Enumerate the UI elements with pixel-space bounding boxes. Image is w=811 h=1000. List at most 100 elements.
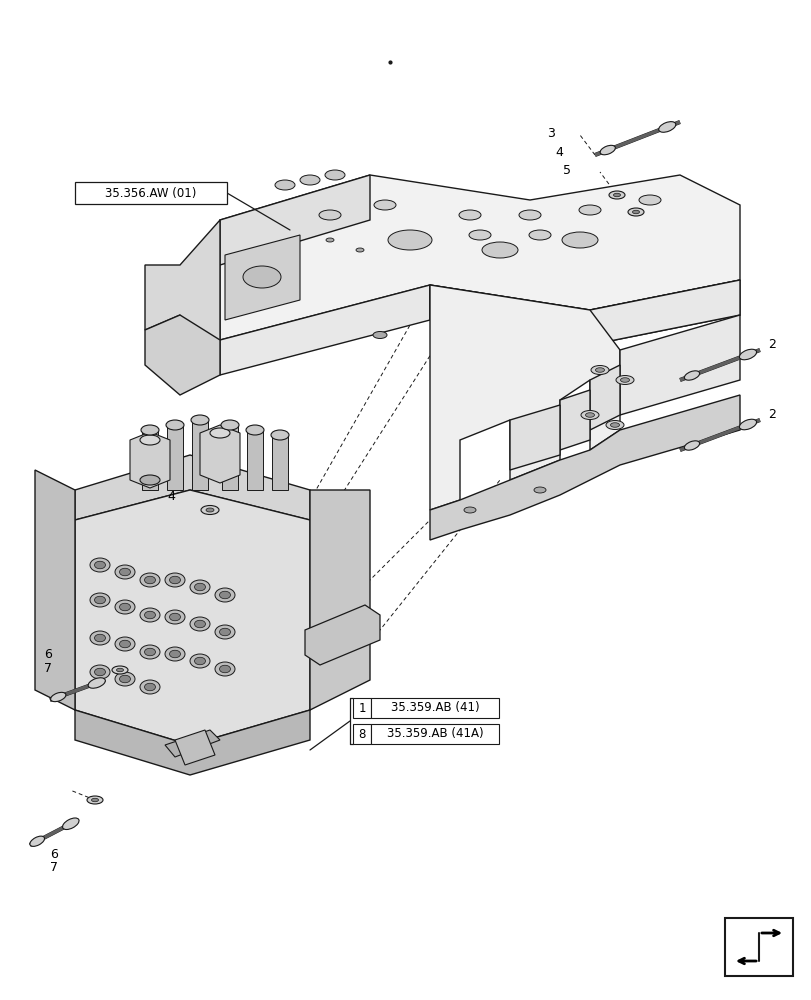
Ellipse shape	[88, 678, 105, 688]
Ellipse shape	[119, 603, 131, 611]
Polygon shape	[272, 435, 288, 490]
Ellipse shape	[469, 230, 491, 240]
Ellipse shape	[518, 210, 540, 220]
Ellipse shape	[62, 818, 79, 830]
Ellipse shape	[165, 647, 185, 661]
Polygon shape	[430, 285, 620, 510]
Ellipse shape	[190, 580, 210, 594]
Ellipse shape	[620, 378, 629, 382]
Polygon shape	[590, 365, 620, 430]
Ellipse shape	[610, 423, 619, 427]
Ellipse shape	[463, 507, 475, 513]
Ellipse shape	[142, 426, 158, 434]
Text: 4: 4	[167, 490, 175, 504]
Ellipse shape	[534, 487, 545, 493]
Text: 1: 1	[358, 702, 365, 714]
Polygon shape	[130, 432, 169, 488]
Ellipse shape	[325, 238, 333, 242]
Polygon shape	[247, 430, 263, 490]
Polygon shape	[165, 730, 220, 757]
Ellipse shape	[112, 666, 128, 674]
Ellipse shape	[247, 426, 263, 434]
Text: 3: 3	[547, 127, 554, 140]
Polygon shape	[430, 395, 739, 540]
Polygon shape	[191, 420, 208, 490]
Text: 5: 5	[562, 164, 570, 177]
Ellipse shape	[215, 662, 234, 676]
Ellipse shape	[94, 634, 105, 642]
Ellipse shape	[195, 657, 205, 665]
Ellipse shape	[165, 610, 185, 624]
Polygon shape	[220, 175, 370, 265]
FancyBboxPatch shape	[75, 182, 227, 204]
Ellipse shape	[206, 508, 214, 512]
Ellipse shape	[115, 565, 135, 579]
Ellipse shape	[242, 266, 281, 288]
Ellipse shape	[115, 637, 135, 651]
Ellipse shape	[92, 798, 98, 802]
Ellipse shape	[482, 242, 517, 258]
Ellipse shape	[632, 210, 639, 214]
Ellipse shape	[169, 613, 180, 621]
Polygon shape	[221, 425, 238, 490]
Ellipse shape	[195, 620, 205, 628]
Ellipse shape	[608, 191, 624, 199]
FancyBboxPatch shape	[371, 698, 499, 718]
Text: 6: 6	[50, 848, 58, 861]
Polygon shape	[305, 605, 380, 665]
Ellipse shape	[191, 415, 208, 425]
Ellipse shape	[139, 475, 160, 485]
Ellipse shape	[139, 573, 160, 587]
Text: 35.359.AB (41): 35.359.AB (41)	[390, 702, 478, 714]
Ellipse shape	[299, 175, 320, 185]
Polygon shape	[142, 430, 158, 490]
Ellipse shape	[119, 640, 131, 648]
Polygon shape	[220, 285, 430, 375]
Ellipse shape	[275, 180, 294, 190]
Text: 8: 8	[358, 728, 365, 740]
Ellipse shape	[115, 672, 135, 686]
Ellipse shape	[144, 683, 156, 691]
Ellipse shape	[94, 596, 105, 604]
Polygon shape	[175, 730, 215, 765]
Ellipse shape	[195, 583, 205, 591]
Ellipse shape	[141, 425, 159, 435]
Text: 2: 2	[767, 338, 775, 352]
Ellipse shape	[215, 625, 234, 639]
Ellipse shape	[219, 628, 230, 636]
Ellipse shape	[739, 349, 756, 360]
Polygon shape	[75, 710, 310, 775]
Ellipse shape	[94, 668, 105, 676]
Ellipse shape	[191, 416, 208, 424]
Ellipse shape	[201, 506, 219, 514]
Ellipse shape	[616, 375, 633, 384]
Ellipse shape	[599, 145, 615, 155]
Ellipse shape	[139, 645, 160, 659]
FancyBboxPatch shape	[724, 918, 792, 976]
Ellipse shape	[528, 230, 551, 240]
Ellipse shape	[578, 205, 600, 215]
Polygon shape	[220, 175, 739, 340]
Ellipse shape	[458, 210, 480, 220]
Ellipse shape	[246, 425, 264, 435]
Ellipse shape	[319, 210, 341, 220]
Ellipse shape	[30, 836, 45, 846]
Ellipse shape	[90, 631, 109, 645]
Text: 7: 7	[44, 662, 52, 674]
Polygon shape	[75, 490, 310, 745]
Ellipse shape	[272, 431, 288, 439]
Ellipse shape	[658, 122, 675, 132]
Ellipse shape	[119, 675, 131, 683]
Polygon shape	[145, 220, 220, 375]
Ellipse shape	[627, 208, 643, 216]
Ellipse shape	[355, 248, 363, 252]
Ellipse shape	[374, 200, 396, 210]
Polygon shape	[310, 490, 370, 710]
Polygon shape	[167, 425, 182, 490]
Ellipse shape	[190, 617, 210, 631]
Ellipse shape	[144, 611, 156, 619]
Polygon shape	[225, 235, 299, 320]
Ellipse shape	[165, 573, 185, 587]
Ellipse shape	[388, 230, 431, 250]
Ellipse shape	[215, 588, 234, 602]
